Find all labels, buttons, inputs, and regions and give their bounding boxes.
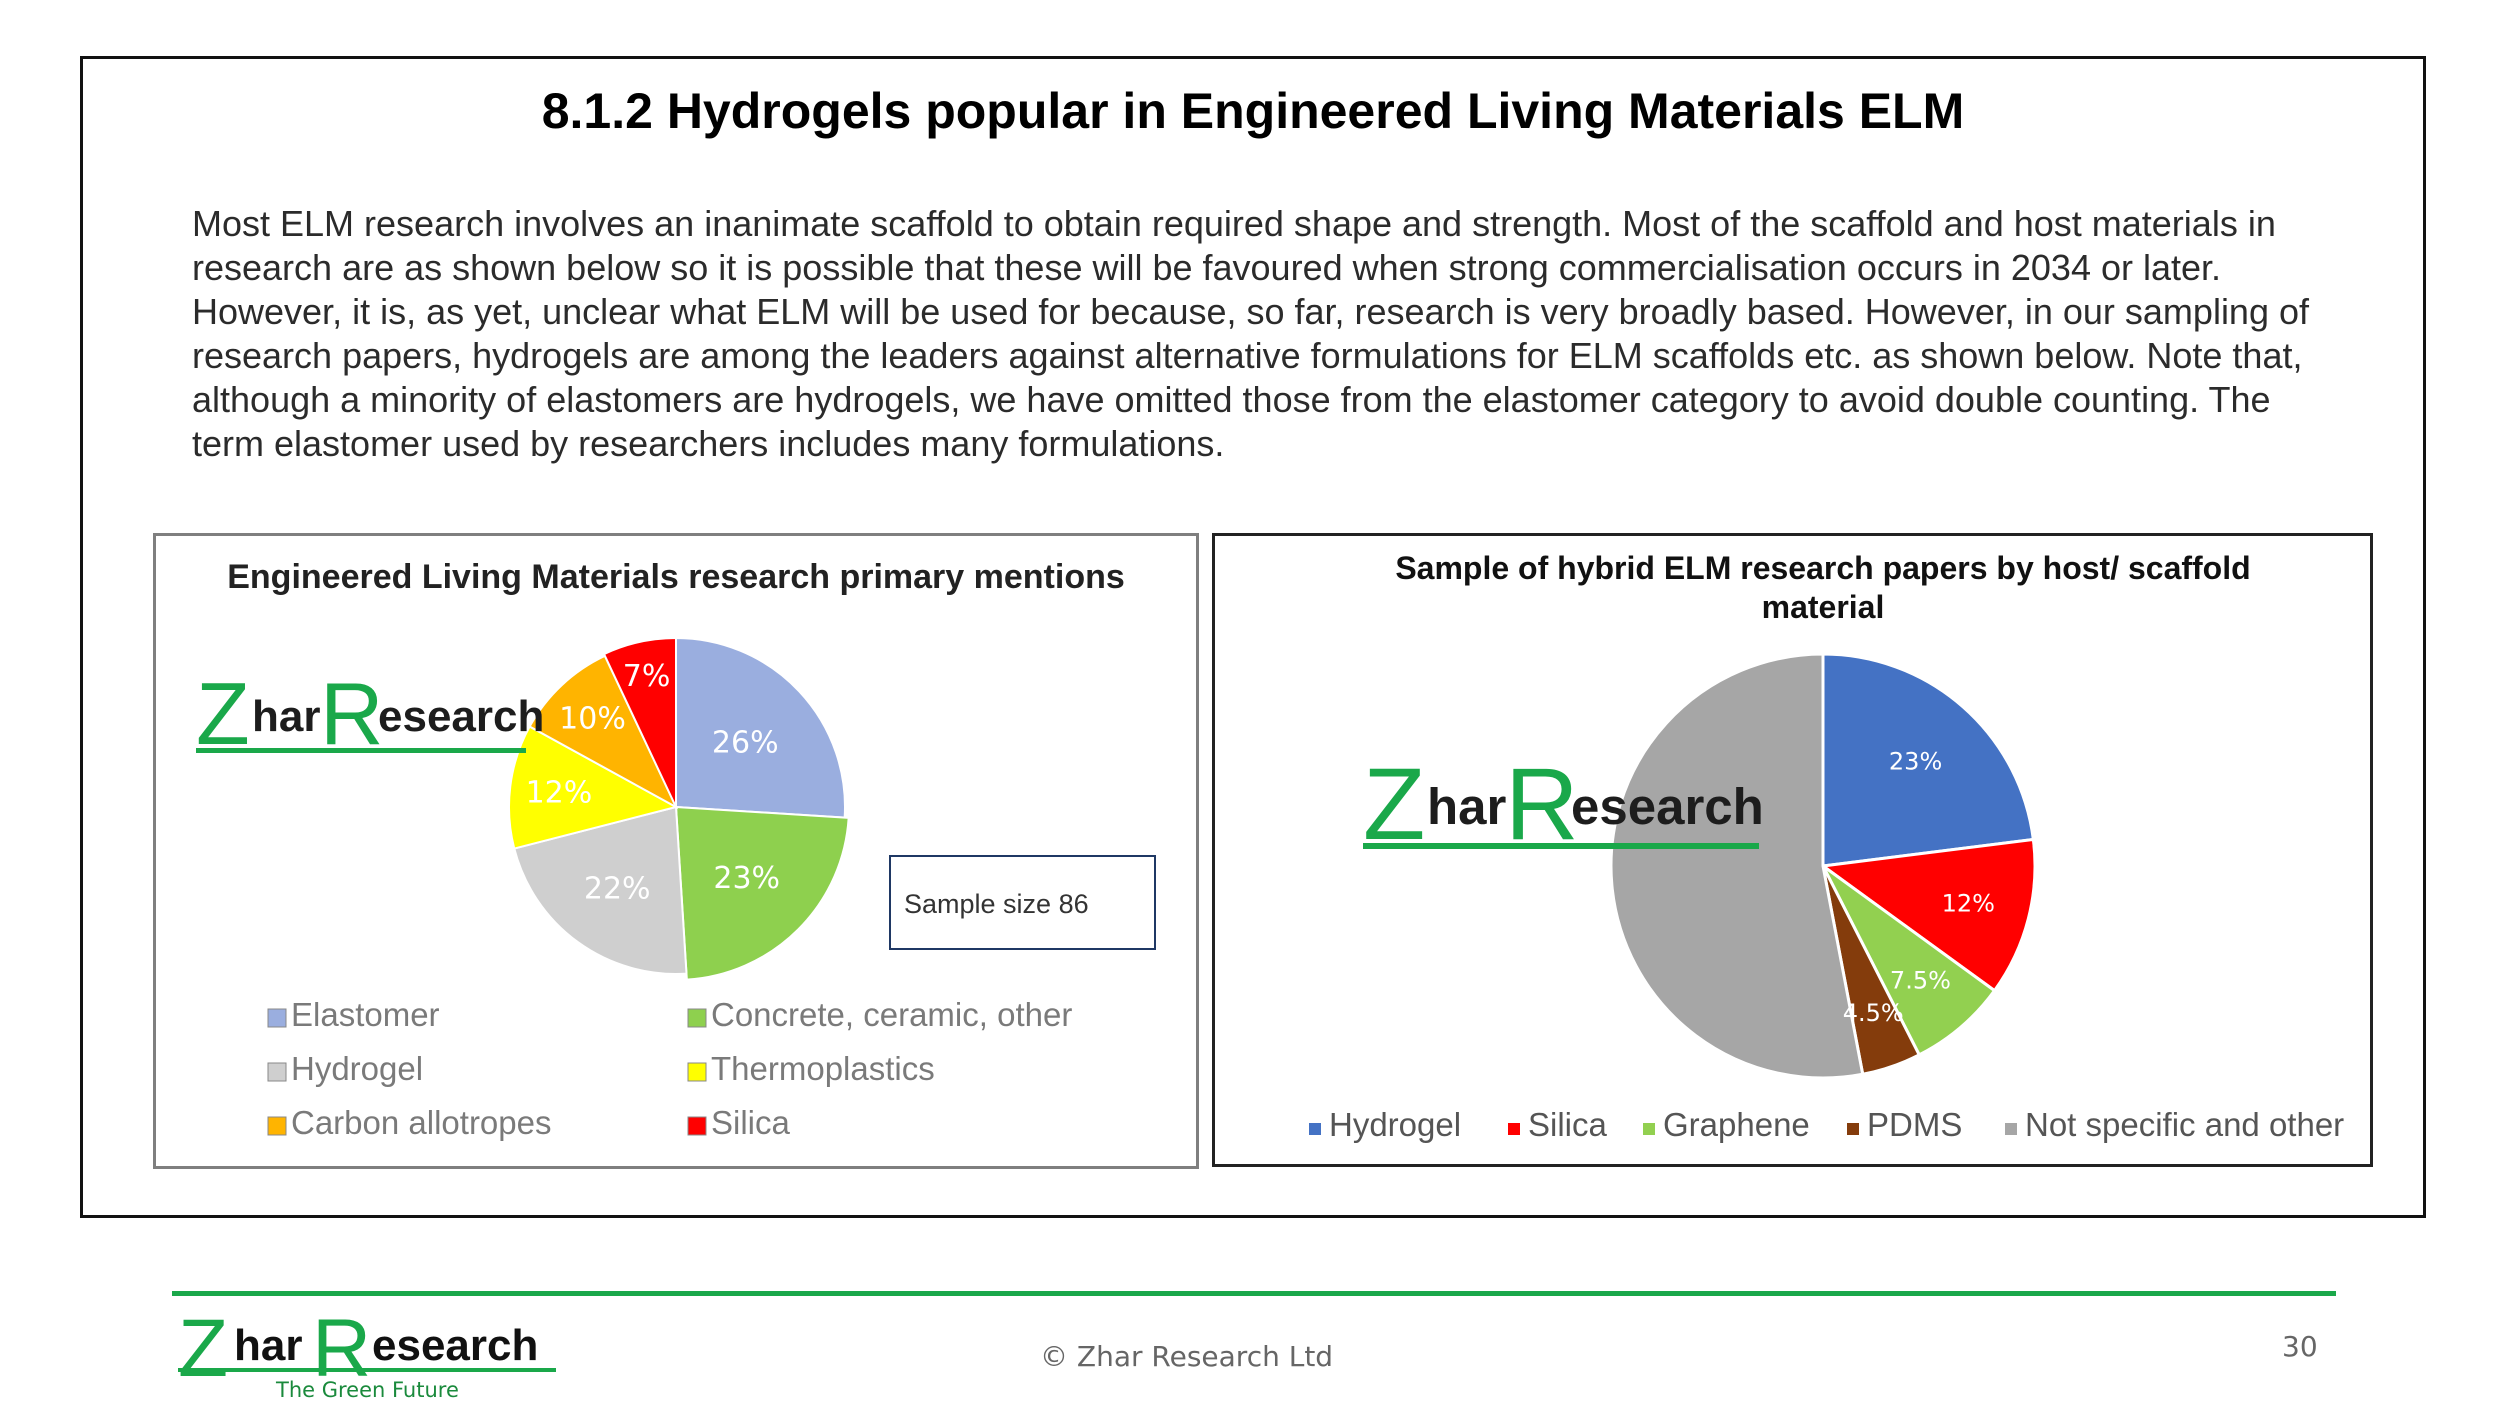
logo-r: R xyxy=(320,664,384,763)
logo-har: har xyxy=(234,1321,302,1370)
logo-esearch: esearch xyxy=(378,692,544,741)
chart2-watermark-logo: Z har R esearch xyxy=(1363,747,1764,861)
logo-z: Z xyxy=(1363,747,1425,861)
chart2-legend-swatch-not-specific-and-other xyxy=(2005,1123,2017,1135)
chart2-data-label-silica: 12% xyxy=(1942,890,1995,918)
chart1-data-label-elastomer: 26% xyxy=(712,725,779,760)
chart1-slice-concrete-ceramic-other xyxy=(674,805,850,981)
logo-underline xyxy=(178,1368,556,1372)
chart1-legend-label-carbon-allotropes: Carbon allotropes xyxy=(291,1104,552,1141)
chart1-slice-thermoplastics xyxy=(508,725,679,850)
chart2-legend-label-graphene: Graphene xyxy=(1663,1106,1810,1143)
sample-size-box xyxy=(889,855,1156,950)
chart2-legend-label-hydrogel: Hydrogel xyxy=(1329,1106,1461,1143)
chart1-data-label-thermoplastics: 12% xyxy=(526,776,593,811)
logo-r: R xyxy=(1505,747,1579,861)
copyright-text: © Zhar Research Ltd xyxy=(1040,1340,1334,1373)
page-number: 30 xyxy=(2282,1330,2318,1363)
chart1-data-label-concrete-ceramic-other: 23% xyxy=(713,861,780,896)
footer-divider xyxy=(172,1291,2336,1296)
chart1-legend-swatch-silica xyxy=(687,1116,707,1136)
chart2-data-label-hydrogel: 23% xyxy=(1889,747,1942,775)
slide-body-text: Most ELM research involves an inanimate … xyxy=(192,203,2310,464)
chart2-slice-graphene xyxy=(1821,864,1997,1057)
chart1-legend-swatch-elastomer xyxy=(267,1008,287,1028)
chart2-data-label-graphene: 7.5% xyxy=(1890,966,1951,994)
chart1-title: Engineered Living Materials research pri… xyxy=(227,558,1125,596)
chart1-watermark-logo: Z har R esearch xyxy=(196,664,544,763)
chart1-data-label-carbon-allotropes: 10% xyxy=(559,702,626,737)
logo-z: Z xyxy=(196,664,250,763)
chart1-slice-carbon-allotropes xyxy=(528,654,679,810)
chart-panel-primary-mentions: Engineered Living Materials research pri… xyxy=(153,533,1199,1169)
chart1-slice-hydrogel xyxy=(513,805,688,975)
chart1-slice-elastomer xyxy=(675,636,847,819)
chart-panel-host-scaffold: Sample of hybrid ELM research papers by … xyxy=(1212,533,2373,1167)
logo-har: har xyxy=(1427,778,1507,835)
footer-tagline: The Green Future xyxy=(276,1378,459,1402)
logo-underline xyxy=(196,748,526,753)
chart2-legend-swatch-pdms xyxy=(1847,1123,1859,1135)
logo-esearch: esearch xyxy=(372,1321,538,1370)
chart2-legend-swatch-silica xyxy=(1508,1123,1520,1135)
chart2-data-label-pdms: 4.5% xyxy=(1843,999,1904,1027)
sample-size-note: Sample size 86 xyxy=(904,889,1089,919)
chart1-legend-label-concrete-ceramic-other: Concrete, ceramic, other xyxy=(711,996,1072,1033)
chart2-legend-label-not-specific-and-other: Not specific and other xyxy=(2025,1106,2344,1143)
chart2-title-line2: material xyxy=(1762,589,1885,625)
slide-title: 8.1.2 Hydrogels popular in Engineered Li… xyxy=(541,83,1965,139)
chart2-title-line1: Sample of hybrid ELM research papers by … xyxy=(1395,550,2250,586)
chart1-data-label-silica: 7% xyxy=(623,659,671,694)
chart1-legend-swatch-thermoplastics xyxy=(687,1062,707,1082)
slide-frame xyxy=(80,56,2426,1218)
logo-esearch: esearch xyxy=(1571,778,1764,835)
chart1-data-label-hydrogel: 22% xyxy=(584,871,651,906)
chart1-legend-swatch-hydrogel xyxy=(267,1062,287,1082)
chart1-legend-label-silica: Silica xyxy=(711,1104,791,1141)
chart2-legend-label-pdms: PDMS xyxy=(1867,1106,1962,1143)
chart1-legend-label-hydrogel: Hydrogel xyxy=(291,1050,423,1087)
chart2-legend-swatch-hydrogel xyxy=(1309,1123,1321,1135)
chart2-slice-hydrogel xyxy=(1821,652,2036,868)
chart1-slice-silica xyxy=(602,636,677,808)
logo-har: har xyxy=(252,692,320,741)
primary-mentions-pie-chart: Engineered Living Materials research pri… xyxy=(196,558,1156,1141)
chart2-slice-silica xyxy=(1819,837,2037,993)
chart1-legend-label-thermoplastics: Thermoplastics xyxy=(711,1050,935,1087)
logo-underline xyxy=(1363,843,1759,849)
chart1-legend-swatch-concrete-ceramic-other xyxy=(687,1008,707,1028)
chart1-legend-label-elastomer: Elastomer xyxy=(291,996,440,1033)
host-scaffold-pie-chart: Sample of hybrid ELM research papers by … xyxy=(1309,550,2344,1143)
chart2-legend-swatch-graphene xyxy=(1643,1123,1655,1135)
chart1-legend-swatch-carbon-allotropes xyxy=(267,1116,287,1136)
chart2-legend-label-silica: Silica xyxy=(1528,1106,1608,1143)
chart2-slice-not-specific-and-other xyxy=(1609,652,1865,1080)
footer-logo: Z har R esearch xyxy=(178,1303,556,1382)
